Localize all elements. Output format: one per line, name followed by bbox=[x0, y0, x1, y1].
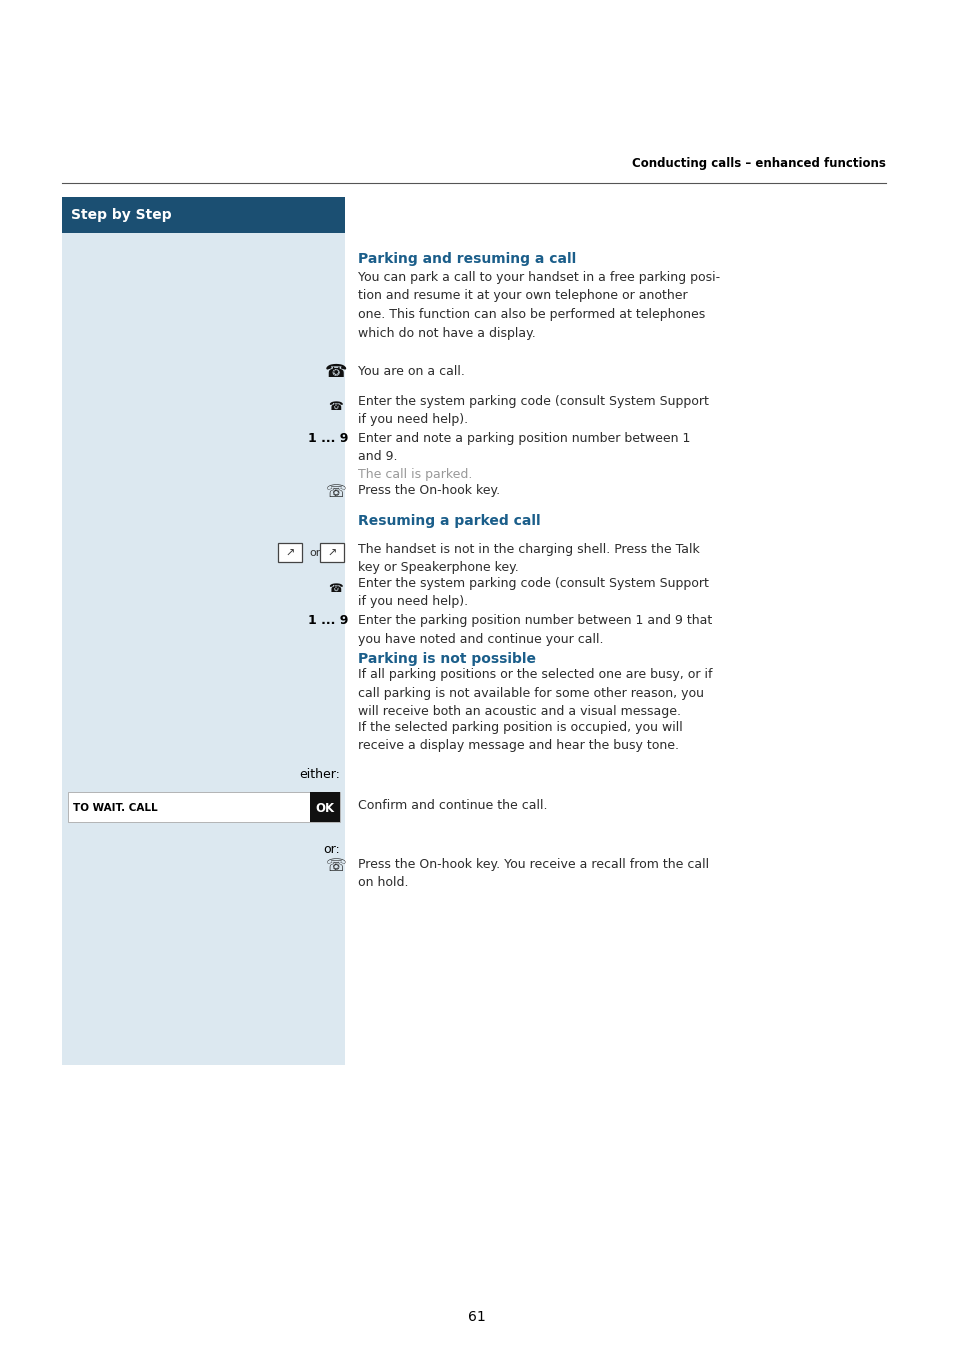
Text: either:: either: bbox=[299, 768, 339, 782]
Bar bbox=[319, 543, 344, 562]
Bar bbox=[62, 197, 345, 234]
Text: TO WAIT. CALL: TO WAIT. CALL bbox=[73, 803, 157, 813]
Bar bbox=[277, 543, 302, 562]
Text: Parking and resuming a call: Parking and resuming a call bbox=[357, 252, 576, 266]
Text: Enter the system parking code (consult System Support
if you need help).: Enter the system parking code (consult S… bbox=[357, 396, 708, 427]
Text: ↗: ↗ bbox=[285, 548, 294, 559]
Text: Parking is not possible: Parking is not possible bbox=[357, 652, 536, 666]
Text: Conducting calls – enhanced functions: Conducting calls – enhanced functions bbox=[632, 157, 885, 170]
Text: ☎: ☎ bbox=[329, 582, 343, 594]
Text: 1 ... 9: 1 ... 9 bbox=[307, 614, 348, 626]
Text: 1 ... 9: 1 ... 9 bbox=[307, 432, 348, 446]
Text: Step by Step: Step by Step bbox=[71, 208, 172, 221]
Text: 61: 61 bbox=[468, 1310, 485, 1324]
Text: Enter and note a parking position number between 1
and 9.: Enter and note a parking position number… bbox=[357, 432, 690, 463]
Text: You can park a call to your handset in a free parking posi-
tion and resume it a: You can park a call to your handset in a… bbox=[357, 271, 720, 339]
Text: ☏: ☏ bbox=[325, 483, 346, 501]
Bar bbox=[62, 197, 345, 1065]
Text: Press the On-hook key.: Press the On-hook key. bbox=[357, 485, 499, 497]
Text: If the selected parking position is occupied, you will
receive a display message: If the selected parking position is occu… bbox=[357, 721, 682, 752]
Text: ☏: ☏ bbox=[325, 857, 346, 875]
Text: ☎: ☎ bbox=[329, 400, 343, 413]
Bar bbox=[310, 792, 339, 822]
Text: ☎: ☎ bbox=[324, 363, 347, 381]
Text: OK: OK bbox=[315, 802, 335, 814]
Text: ↗: ↗ bbox=[327, 548, 336, 559]
Text: The call is parked.: The call is parked. bbox=[357, 468, 472, 481]
Text: The handset is not in the charging shell. Press the Talk
key or Speakerphone key: The handset is not in the charging shell… bbox=[357, 543, 699, 575]
Bar bbox=[68, 792, 339, 822]
Text: Press the On-hook key. You receive a recall from the call
on hold.: Press the On-hook key. You receive a rec… bbox=[357, 859, 708, 890]
Text: If all parking positions or the selected one are busy, or if
call parking is not: If all parking positions or the selected… bbox=[357, 668, 712, 718]
Text: or: or bbox=[309, 548, 320, 559]
Text: or:: or: bbox=[323, 842, 339, 856]
Text: You are on a call.: You are on a call. bbox=[357, 364, 464, 378]
Text: Enter the system parking code (consult System Support
if you need help).: Enter the system parking code (consult S… bbox=[357, 576, 708, 609]
Text: Enter the parking position number between 1 and 9 that
you have noted and contin: Enter the parking position number betwee… bbox=[357, 614, 712, 645]
Text: Confirm and continue the call.: Confirm and continue the call. bbox=[357, 799, 547, 811]
Text: Resuming a parked call: Resuming a parked call bbox=[357, 514, 540, 528]
